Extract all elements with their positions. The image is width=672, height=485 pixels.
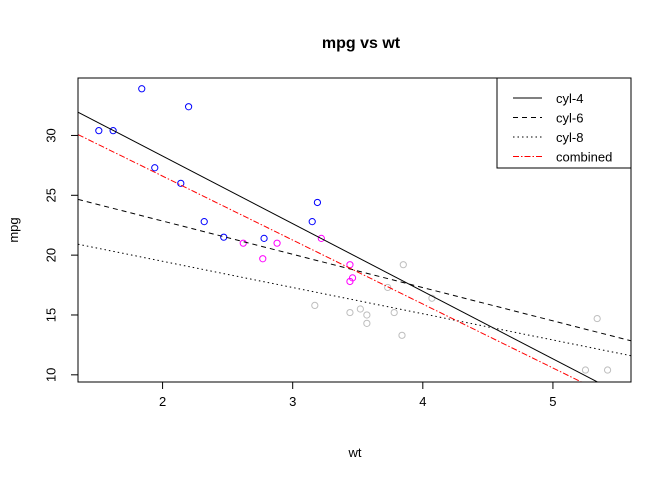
legend-label: combined (556, 150, 612, 165)
data-point (185, 103, 193, 111)
data-point (200, 218, 208, 226)
x-tick-label: 3 (289, 394, 296, 409)
x-axis-label: wt (348, 445, 362, 460)
series-line-cyl-4 (78, 111, 599, 382)
data-point (390, 308, 398, 317)
legend-label: cyl-8 (556, 130, 583, 145)
data-point (428, 294, 436, 302)
y-tick-label: 25 (43, 188, 58, 202)
data-point (109, 127, 117, 135)
data-point (581, 366, 590, 374)
data-point (95, 127, 103, 135)
y-tick-label: 15 (43, 308, 58, 322)
legend: cyl-4 cyl-6 cyl-8 combined (496, 77, 632, 169)
x-axis: 2 3 4 5 (159, 381, 557, 409)
data-point (398, 331, 406, 339)
x-tick-label: 2 (159, 394, 166, 409)
y-axis: 10 15 20 25 30 (43, 128, 79, 382)
y-tick-label: 10 (43, 368, 58, 382)
x-tick-label: 5 (549, 394, 556, 409)
data-point (311, 301, 319, 310)
x-tick-label: 4 (419, 394, 426, 409)
data-point (273, 239, 281, 247)
legend-label: cyl-6 (556, 111, 583, 126)
data-point (313, 198, 322, 207)
chart-title: mpg vs wt (322, 35, 401, 52)
legend-box (496, 77, 632, 169)
y-tick-label: 30 (43, 128, 58, 142)
data-point (593, 314, 601, 323)
data-point (356, 305, 364, 313)
data-point (363, 319, 371, 327)
legend-label: cyl-4 (556, 91, 583, 106)
data-point (260, 234, 268, 242)
data-point (308, 218, 316, 226)
data-point (177, 179, 185, 187)
data-point (151, 164, 159, 172)
points-layer (95, 85, 612, 374)
data-point (399, 261, 407, 269)
data-point (603, 366, 612, 374)
data-point (317, 234, 325, 242)
data-point (138, 85, 146, 93)
data-point (363, 311, 371, 319)
y-axis-label: mpg (6, 217, 21, 242)
data-point (239, 239, 247, 247)
lines-layer (78, 111, 631, 382)
data-point (348, 274, 357, 282)
data-point (220, 233, 228, 241)
series-line-combined (78, 134, 583, 382)
series-line-cyl-8 (78, 243, 631, 357)
data-point (346, 308, 354, 317)
data-point (259, 255, 267, 263)
y-tick-label: 20 (43, 248, 58, 262)
data-point (384, 283, 392, 292)
